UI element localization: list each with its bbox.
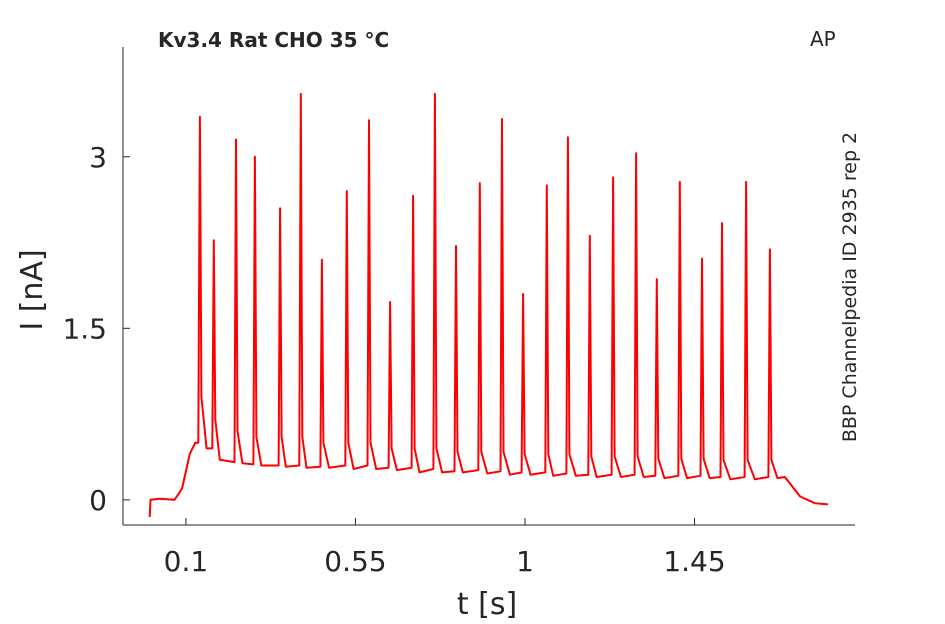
x-axis-label: t [s] (457, 587, 517, 622)
annotation: BBP Channelpedia ID 2935 rep 2 (839, 132, 861, 442)
x-tick-label: 1 (516, 545, 534, 578)
y-tick-label: 1.5 (62, 312, 107, 345)
x-tick-label: 0.55 (324, 545, 386, 578)
annotation: AP (810, 27, 836, 51)
x-tick-label: 0.1 (164, 545, 209, 578)
x-tick-label: 1.45 (663, 545, 725, 578)
trace-line (148, 92, 828, 518)
y-tick-label: 3 (89, 141, 107, 174)
y-axis-label: I [nA] (15, 249, 50, 330)
chart-title: Kv3.4 Rat CHO 35 °C (158, 28, 389, 52)
y-tick-label: 0 (89, 484, 107, 517)
